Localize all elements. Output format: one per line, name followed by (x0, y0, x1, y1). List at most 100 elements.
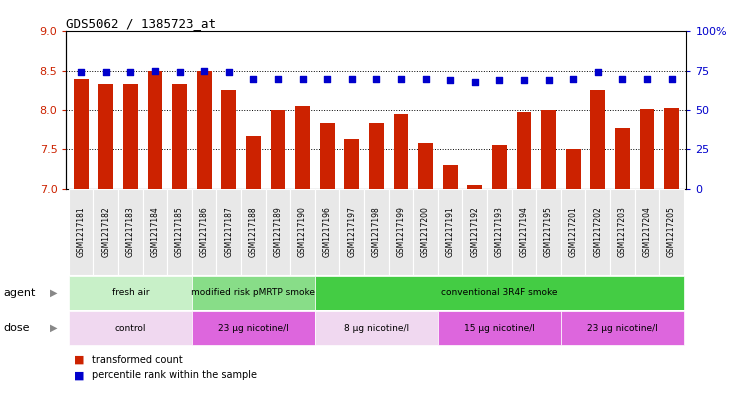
Text: transformed count: transformed count (92, 354, 183, 365)
Bar (635, 189, 659, 275)
Bar (192, 276, 315, 310)
Bar (315, 189, 339, 275)
Text: GSM1217188: GSM1217188 (249, 207, 258, 257)
Point (125, 69, 137, 75)
Bar (142, 189, 168, 275)
Bar (320, 123, 334, 189)
Bar (561, 311, 684, 345)
Bar (443, 165, 458, 189)
Bar (345, 139, 359, 189)
Text: GSM1217187: GSM1217187 (224, 206, 233, 257)
Text: agent: agent (4, 288, 36, 298)
Text: GSM1217198: GSM1217198 (372, 206, 381, 257)
Bar (615, 128, 630, 189)
Bar (487, 189, 511, 275)
Text: dose: dose (4, 323, 30, 333)
Bar (69, 311, 192, 345)
Point (666, 75, 677, 82)
Point (149, 68, 161, 74)
Point (518, 77, 530, 83)
Bar (118, 189, 142, 275)
Bar (511, 189, 537, 275)
Point (616, 75, 628, 82)
Bar (197, 71, 212, 189)
Point (592, 69, 604, 75)
Bar (517, 112, 531, 189)
Text: GSM1217185: GSM1217185 (175, 206, 184, 257)
Bar (266, 189, 290, 275)
Bar (74, 79, 89, 189)
Text: GSM1217200: GSM1217200 (421, 206, 430, 257)
Point (444, 77, 456, 83)
Text: ▶: ▶ (50, 288, 58, 298)
Bar (438, 189, 463, 275)
Text: GSM1217197: GSM1217197 (348, 206, 356, 257)
Text: GSM1217193: GSM1217193 (495, 206, 504, 257)
Bar (463, 189, 487, 275)
Text: GSM1217195: GSM1217195 (544, 206, 553, 257)
Bar (537, 189, 561, 275)
Bar (246, 136, 261, 189)
Text: GSM1217202: GSM1217202 (593, 206, 602, 257)
Point (568, 75, 579, 82)
Point (100, 69, 111, 75)
Bar (389, 189, 413, 275)
Bar (241, 189, 266, 275)
Point (420, 75, 432, 82)
Bar (561, 189, 585, 275)
Text: GSM1217192: GSM1217192 (470, 206, 479, 257)
Text: GSM1217191: GSM1217191 (446, 206, 455, 257)
Bar (290, 189, 315, 275)
Point (346, 75, 358, 82)
Bar (148, 71, 162, 189)
Bar (467, 185, 482, 189)
Text: GDS5062 / 1385723_at: GDS5062 / 1385723_at (66, 17, 216, 30)
Bar (590, 90, 605, 189)
Bar (364, 189, 389, 275)
Bar (98, 84, 113, 189)
Text: modified risk pMRTP smoke: modified risk pMRTP smoke (191, 288, 315, 297)
Text: fresh air: fresh air (111, 288, 149, 297)
Text: GSM1217189: GSM1217189 (274, 206, 283, 257)
Point (297, 75, 308, 82)
Bar (216, 189, 241, 275)
Point (469, 79, 480, 85)
Bar (659, 189, 684, 275)
Text: 8 μg nicotine/l: 8 μg nicotine/l (344, 324, 409, 332)
Bar (438, 311, 561, 345)
Bar (492, 145, 507, 189)
Point (542, 77, 554, 83)
Text: GSM1217201: GSM1217201 (569, 206, 578, 257)
Text: GSM1217190: GSM1217190 (298, 206, 307, 257)
Bar (339, 189, 364, 275)
Text: GSM1217194: GSM1217194 (520, 206, 528, 257)
Bar (315, 276, 684, 310)
Text: GSM1217184: GSM1217184 (151, 206, 159, 257)
Text: percentile rank within the sample: percentile rank within the sample (92, 370, 258, 380)
Bar (69, 189, 94, 275)
Point (321, 75, 333, 82)
Text: control: control (114, 324, 146, 332)
Text: ■: ■ (74, 370, 84, 380)
Bar (69, 276, 192, 310)
Text: GSM1217196: GSM1217196 (323, 206, 331, 257)
Bar (192, 189, 216, 275)
Bar (640, 109, 655, 189)
Point (370, 75, 382, 82)
Text: 15 μg nicotine/l: 15 μg nicotine/l (464, 324, 535, 332)
Point (641, 75, 653, 82)
Text: GSM1217182: GSM1217182 (101, 207, 110, 257)
Point (75, 69, 87, 75)
Bar (413, 189, 438, 275)
Bar (221, 90, 236, 189)
Text: 23 μg nicotine/l: 23 μg nicotine/l (587, 324, 658, 332)
Text: ■: ■ (74, 354, 84, 365)
Point (247, 75, 259, 82)
Text: GSM1217205: GSM1217205 (667, 206, 676, 257)
Bar (585, 189, 610, 275)
Bar (172, 84, 187, 189)
Bar (271, 110, 286, 189)
Point (395, 75, 407, 82)
Bar (566, 149, 581, 189)
Bar (369, 123, 384, 189)
